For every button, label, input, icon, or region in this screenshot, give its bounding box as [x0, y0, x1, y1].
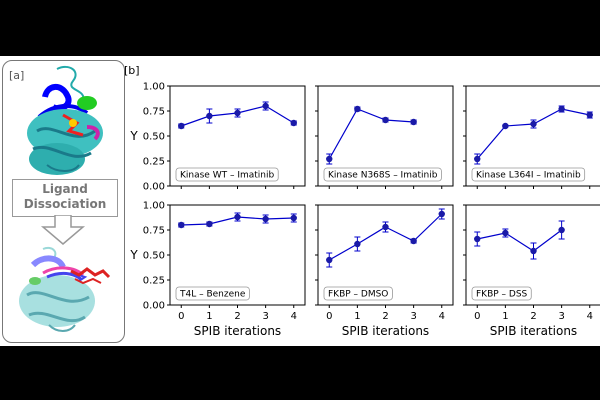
data-point [530, 120, 537, 128]
data-point [290, 214, 297, 222]
data-point [410, 118, 417, 126]
panel-b-label: [b] [124, 64, 140, 77]
chart-panel: Kinase N368S – Imatinib [315, 85, 454, 189]
panel-title-box [323, 167, 442, 182]
panel-title: FKBP – DSS [476, 290, 528, 300]
y-tick-label: 0.00 [143, 182, 165, 193]
chart-panel: 0 1 2 3 4 SPIB iterations FKBP – DSS [463, 204, 600, 338]
panel-title-box [471, 286, 532, 301]
bound-complex-image [27, 65, 103, 175]
chart-panel: Kinase L364I – Imatinib [463, 85, 600, 189]
x-tick-label: 2 [382, 311, 388, 322]
chart-panel: 0 1 2 3 4 SPIB iterations FKBP – DMSO [315, 204, 454, 338]
data-point [354, 105, 361, 113]
data-point [206, 220, 213, 228]
x-tick-label: 4 [587, 311, 593, 322]
y-tick-label: 0.50 [143, 132, 165, 143]
y-tick-label: 1.00 [143, 201, 165, 212]
data-point [234, 109, 241, 117]
series-line [328, 108, 414, 160]
panel-title: Kinase N368S – Imatinib [328, 171, 438, 181]
data-point [502, 122, 509, 130]
data-point [502, 229, 509, 237]
x-tick-label: 1 [502, 311, 508, 322]
panel-title: FKBP – DMSO [328, 290, 388, 300]
y-tick-label: 0.75 [143, 107, 165, 118]
y-axis-label: Y [129, 248, 138, 262]
data-point [234, 213, 241, 221]
data-point [382, 116, 389, 124]
x-tick-label: 1 [354, 311, 360, 322]
x-tick-label: 3 [558, 311, 564, 322]
data-point [326, 155, 333, 163]
y-tick-label: 0.50 [143, 251, 165, 262]
x-tick-label: 3 [262, 311, 268, 322]
data-point [474, 155, 481, 163]
panel-title-box [175, 286, 250, 301]
y-tick-label: 0.00 [143, 301, 165, 312]
series-line [477, 229, 562, 252]
x-tick-label: 0 [474, 311, 480, 322]
panel-title-box [323, 286, 393, 301]
x-tick-label: 1 [206, 311, 212, 322]
x-tick-label: 0 [326, 311, 332, 322]
data-point [438, 210, 445, 218]
dissociation-label-line1: Ligand [42, 182, 88, 196]
x-axis-label: SPIB iterations [342, 324, 429, 338]
x-tick-label: 2 [530, 311, 536, 322]
data-point [178, 122, 185, 130]
data-point [354, 240, 361, 248]
x-axis-label: SPIB iterations [194, 324, 281, 338]
data-point [326, 256, 333, 264]
x-tick-label: 2 [234, 311, 240, 322]
data-point [474, 235, 481, 243]
figure: [a] Ligand Dissociation [0, 56, 600, 346]
panel-title-box [471, 167, 586, 182]
y-tick-label: 0.25 [143, 157, 165, 168]
chart-panel: 0.00 0.25 0.50 0.75 1.00 Y Kinase WT – Imatini… [129, 82, 306, 193]
dissociated-complex-image [19, 247, 111, 332]
data-point [530, 247, 537, 255]
panel-a: [a] Ligand Dissociation [2, 60, 125, 343]
data-point [382, 223, 389, 231]
y-axis-label: Y [129, 129, 138, 143]
x-tick-label: 3 [410, 311, 416, 322]
panel-title: Kinase L364I – Imatinib [476, 171, 581, 181]
panel-title: T4L – Benzene [179, 290, 246, 300]
data-point [558, 226, 565, 234]
data-point [290, 119, 297, 127]
panel-title: Kinase WT – Imatinib [180, 171, 274, 181]
chart-panel: 0.00 0.25 0.50 0.75 1.00 0 1 2 3 4 Y SPIB iteration… [129, 201, 306, 338]
x-axis-label: SPIB iterations [490, 324, 577, 338]
panel-a-label: [a] [9, 69, 25, 82]
down-arrow-icon [40, 215, 86, 245]
spib-charts: 0.00 0.25 0.50 0.75 1.00 Y Kinase WT – Imatini… [129, 82, 600, 338]
x-tick-label: 4 [291, 311, 297, 322]
dissociation-label-line2: Dissociation [23, 197, 107, 211]
data-point [206, 112, 213, 120]
data-point [410, 237, 417, 245]
y-tick-label: 0.25 [143, 276, 165, 287]
data-point [586, 111, 593, 119]
y-tick-label: 1.00 [143, 82, 165, 93]
data-point [178, 221, 185, 229]
y-tick-label: 0.75 [143, 226, 165, 237]
data-point [262, 215, 269, 223]
panel-title-box [175, 167, 279, 182]
data-point [558, 105, 565, 113]
data-point [262, 102, 269, 110]
x-tick-label: 0 [178, 311, 184, 322]
x-tick-label: 4 [439, 311, 445, 322]
